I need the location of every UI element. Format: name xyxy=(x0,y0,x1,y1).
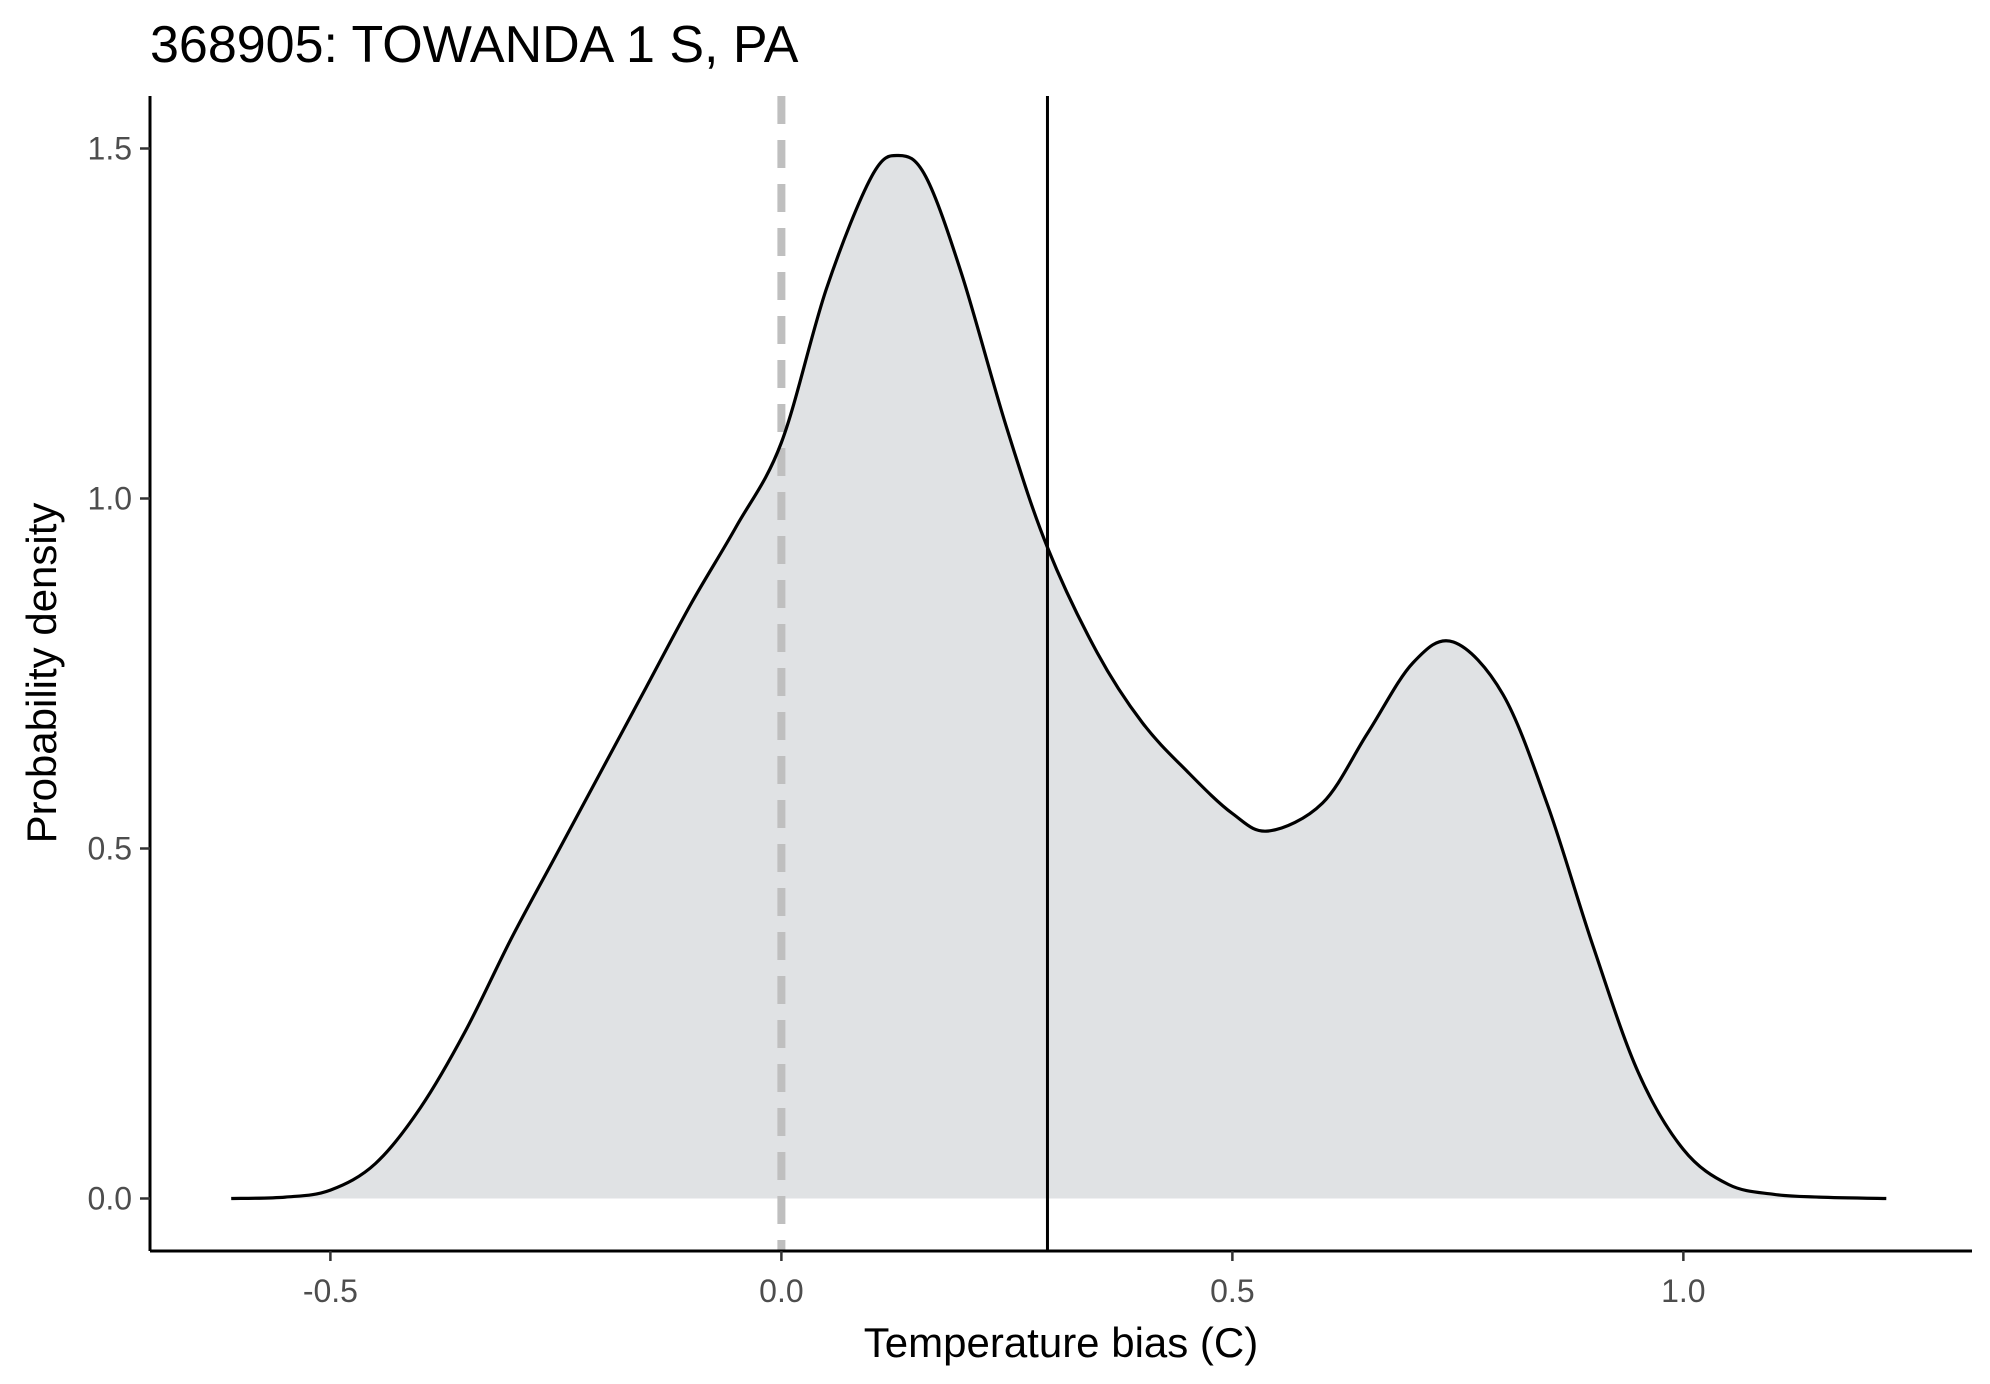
y-tick-label: 1.5 xyxy=(88,131,132,167)
y-tick-label: 1.0 xyxy=(88,481,132,517)
density-area xyxy=(231,155,1887,1199)
x-tick-label: 0.5 xyxy=(1210,1273,1254,1309)
y-axis-title: Probability density xyxy=(18,503,65,844)
x-tick-label: 1.0 xyxy=(1661,1273,1705,1309)
x-tick-label: -0.5 xyxy=(303,1273,358,1309)
density-curve xyxy=(231,153,1887,1201)
x-tick-label: 0.0 xyxy=(759,1273,803,1309)
x-axis-ticks: -0.5 0.0 0.5 1.0 xyxy=(303,1251,1706,1309)
y-axis-ticks: 0.0 0.5 1.0 1.5 xyxy=(88,131,150,1217)
plot-area xyxy=(231,96,1887,1251)
y-tick-label: 0.0 xyxy=(88,1181,132,1217)
x-axis-title: Temperature bias (C) xyxy=(864,1319,1258,1366)
chart-title: 368905: TOWANDA 1 S, PA xyxy=(150,16,799,74)
y-tick-label: 0.5 xyxy=(88,831,132,867)
